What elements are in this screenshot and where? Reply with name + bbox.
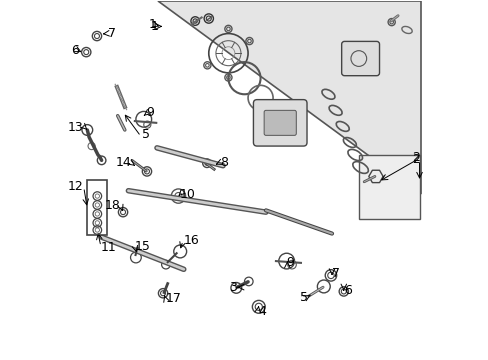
FancyBboxPatch shape [358, 155, 419, 219]
Text: 6: 6 [71, 44, 80, 57]
FancyBboxPatch shape [341, 41, 379, 76]
Text: 6: 6 [343, 284, 351, 297]
Text: 16: 16 [183, 234, 199, 247]
FancyBboxPatch shape [253, 100, 306, 146]
Text: 7: 7 [331, 267, 339, 280]
Text: 7: 7 [108, 27, 116, 40]
Text: 1: 1 [150, 20, 158, 33]
Text: 1: 1 [148, 18, 156, 31]
Text: 14: 14 [115, 156, 131, 169]
Text: 8: 8 [220, 156, 228, 169]
Text: 5: 5 [300, 291, 307, 304]
Text: 2: 2 [411, 151, 419, 165]
Text: 9: 9 [286, 256, 294, 269]
Text: 18: 18 [104, 199, 120, 212]
Text: 2: 2 [411, 153, 419, 166]
Text: 15: 15 [134, 240, 150, 253]
FancyBboxPatch shape [87, 180, 107, 235]
Text: 11: 11 [101, 240, 117, 254]
Text: 17: 17 [165, 292, 181, 305]
Text: 13: 13 [67, 121, 83, 134]
Text: 10: 10 [179, 188, 195, 201]
Text: 3: 3 [229, 282, 237, 294]
Text: 12: 12 [67, 180, 83, 193]
Text: 5: 5 [142, 129, 150, 141]
Text: 4: 4 [258, 305, 265, 318]
Polygon shape [158, 1, 421, 194]
Text: 9: 9 [146, 106, 154, 120]
FancyBboxPatch shape [264, 111, 296, 135]
